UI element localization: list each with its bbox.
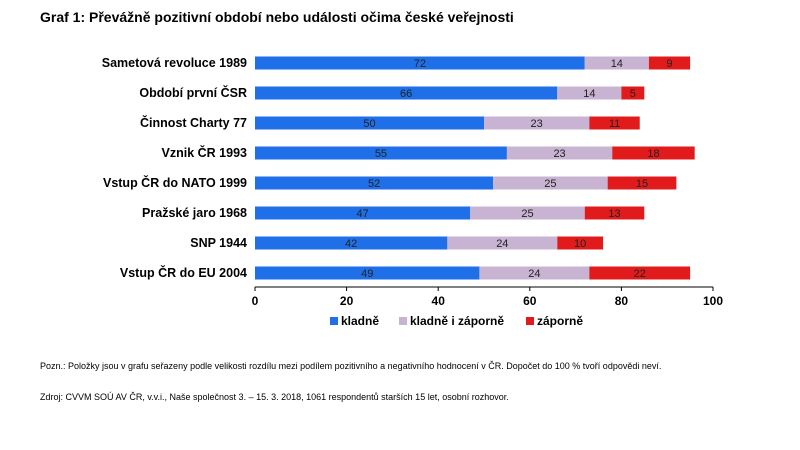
data-label: 66	[400, 88, 412, 100]
bar-segment	[584, 206, 645, 220]
bar-segment	[612, 146, 695, 160]
data-label: 14	[583, 88, 595, 100]
data-label: 72	[414, 58, 426, 70]
x-tick-label: 60	[523, 294, 537, 308]
data-label: 23	[531, 118, 543, 130]
category-label: Vznik ČR 1993	[162, 145, 248, 160]
data-label: 52	[368, 178, 380, 190]
bar-segment	[255, 176, 494, 190]
data-label: 49	[361, 268, 373, 280]
data-label: 15	[636, 178, 648, 190]
category-label: Činnost Charty 77	[140, 115, 247, 130]
data-label: 18	[647, 148, 659, 160]
chart-source: Zdroj: CVVM SOÚ AV ČR, v.v.i., Naše spol…	[40, 392, 509, 402]
x-tick-label: 100	[703, 294, 723, 308]
data-label: 5	[630, 88, 636, 100]
legend-label: kladně i záporně	[410, 314, 504, 328]
category-label: Pražské jaro 1968	[142, 206, 247, 220]
bar-segment	[589, 116, 640, 130]
category-label: Vstup ČR do EU 2004	[120, 265, 247, 280]
x-tick-label: 20	[340, 294, 354, 308]
x-tick-label: 40	[432, 294, 446, 308]
bar-segment	[493, 176, 608, 190]
x-axis-ticks: 0 20 40 60 80 100	[252, 287, 723, 308]
bar-segment	[589, 266, 691, 280]
category-label: Vstup ČR do NATO 1999	[103, 175, 247, 190]
bar-segment	[484, 116, 590, 130]
bar-segment	[255, 206, 471, 220]
x-tick-label: 80	[615, 294, 629, 308]
category-label: SNP 1944	[190, 236, 247, 250]
data-label: 24	[496, 238, 508, 250]
legend-label: záporně	[537, 314, 583, 328]
bar-segment	[255, 146, 507, 160]
stacked-bar-chart: Sametová revoluce 1989 Období první ČSR Či…	[102, 56, 724, 328]
data-label: 47	[357, 208, 369, 220]
legend-swatch	[330, 317, 338, 325]
data-label: 22	[634, 268, 646, 280]
bar-segment	[447, 236, 558, 250]
data-label: 13	[608, 208, 620, 220]
chart-note: Pozn.: Položky jsou v grafu seřazeny pod…	[40, 361, 662, 371]
bar-segment	[584, 56, 649, 70]
bar-segment	[506, 146, 613, 160]
data-label: 42	[345, 238, 357, 250]
legend: kladně kladně i záporně záporně	[330, 314, 583, 328]
legend-label: kladně	[341, 314, 379, 328]
x-tick-label: 0	[252, 294, 259, 308]
bar-segment	[648, 56, 691, 70]
chart-title: Graf 1: Převážně pozitivní období nebo u…	[40, 9, 514, 25]
category-label: Sametová revoluce 1989	[102, 56, 247, 70]
bar-segment	[255, 56, 585, 70]
data-label: 24	[528, 268, 540, 280]
bar-segment	[621, 86, 645, 100]
category-label: Období první ČSR	[139, 85, 247, 100]
bar-segment	[255, 266, 480, 280]
data-label: 25	[521, 208, 533, 220]
bar-segment	[557, 86, 622, 100]
bar-segment	[557, 236, 604, 250]
bar-segment	[470, 206, 585, 220]
data-label: 14	[611, 58, 623, 70]
data-label: 25	[544, 178, 556, 190]
bar-segment	[479, 266, 590, 280]
data-label: 9	[666, 58, 672, 70]
value-labels: 72 14 9 66 14 5 50 23 11 55 23 18 52 25 15 47 25 13 42 24 10…	[345, 58, 672, 280]
data-label: 23	[553, 148, 565, 160]
bar-segment	[255, 236, 448, 250]
legend-swatch	[526, 317, 534, 325]
bar-segment	[255, 116, 484, 130]
bar-segment	[255, 86, 558, 100]
category-labels: Sametová revoluce 1989 Období první ČSR Či…	[102, 56, 247, 280]
data-label: 50	[363, 118, 375, 130]
data-label: 55	[375, 148, 387, 160]
bar-segment	[607, 176, 677, 190]
data-label: 10	[574, 238, 586, 250]
legend-swatch	[399, 317, 407, 325]
data-label: 11	[609, 118, 620, 130]
bars-group	[255, 56, 695, 280]
